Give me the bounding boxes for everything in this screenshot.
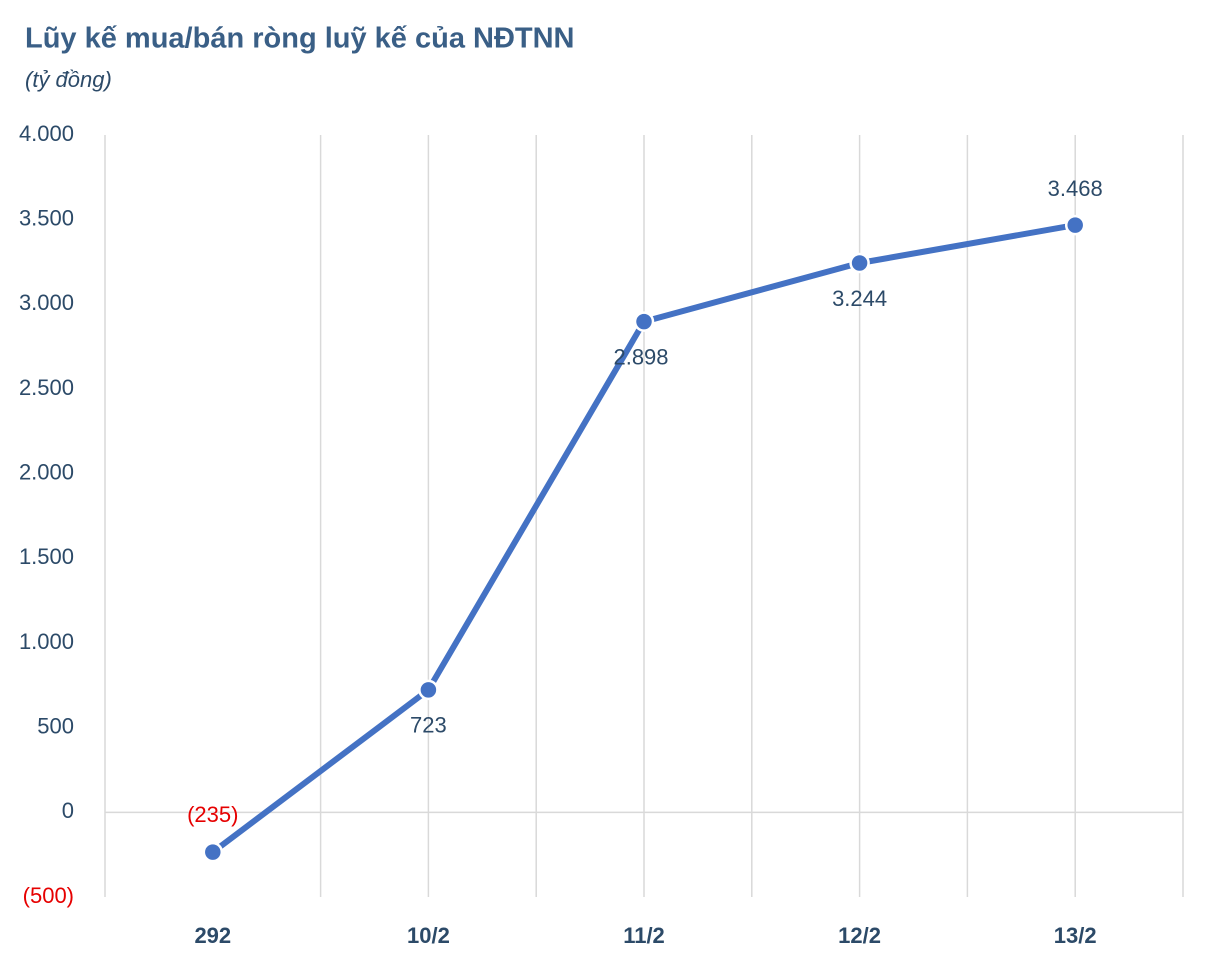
y-tick-label: 4.000: [19, 121, 74, 146]
data-point: [633, 311, 655, 332]
data-point: [202, 841, 224, 863]
y-tick-label: 1.000: [19, 629, 74, 654]
y-tick-label: 3.500: [19, 205, 74, 230]
data-label: 3.244: [832, 286, 887, 311]
x-tick-label: 10/2: [407, 923, 450, 948]
y-tick-label: 500: [37, 713, 74, 738]
data-label: 2.898: [613, 344, 668, 369]
y-tick-label: 2.500: [19, 375, 74, 400]
data-point: [418, 679, 439, 701]
chart-subtitle: (tỷ đồng): [25, 67, 112, 92]
x-tick-label: 11/2: [623, 923, 665, 948]
y-tick-label: 0: [62, 798, 74, 823]
y-tick-label: 1.500: [19, 544, 74, 569]
y-tick-label: (500): [23, 883, 74, 908]
chart-title: Lũy kế mua/bán ròng luỹ kế của NĐTNN: [25, 23, 575, 55]
data-point: [1064, 214, 1086, 236]
x-tick-label: 12/2: [838, 923, 881, 948]
y-tick-label: 3.000: [19, 290, 74, 315]
data-label: 3.468: [1048, 176, 1103, 201]
x-tick-label: 292: [194, 923, 231, 948]
data-label: (235): [187, 802, 238, 827]
data-point: [849, 252, 870, 274]
data-label: 723: [410, 713, 447, 738]
x-tick-label: 13/2: [1054, 923, 1097, 948]
y-tick-label: 2.000: [19, 459, 74, 484]
